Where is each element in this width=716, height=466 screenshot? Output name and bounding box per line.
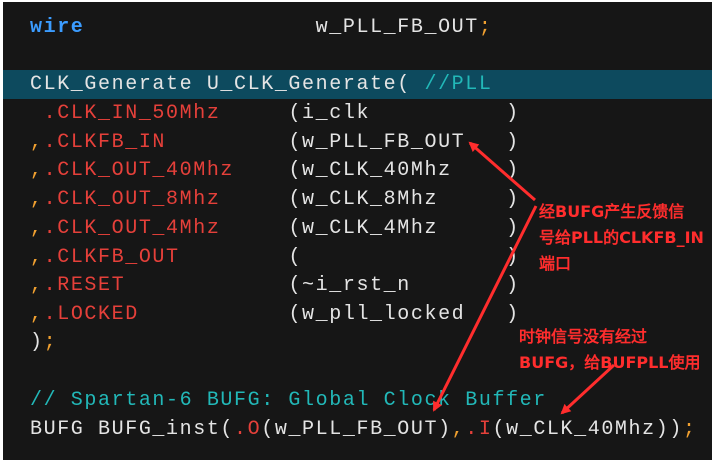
code-editor: wire w_PLL_FB_OUT; CLK_Generate U_CLK_Ge…	[3, 2, 712, 460]
port-separator: ,	[30, 302, 44, 326]
annotation-bufpll: 时钟信号没有经过 BUFG，给BUFPLL使用	[519, 327, 701, 372]
port-separator: ,	[30, 188, 44, 212]
port-name: .LOCKED	[43, 302, 139, 326]
code-line-port: ,.LOCKED (w_pll_locked )	[30, 300, 520, 329]
semicolon: ;	[682, 418, 697, 441]
port-separator: ,	[30, 130, 44, 154]
identifier: w_PLL_FB_OUT	[315, 16, 479, 39]
instance-text: CLK_Generate U_CLK_Generate(	[30, 73, 425, 96]
bufg-text: BUFG BUFG_inst(	[30, 418, 235, 441]
inline-comment: //PLL	[424, 73, 493, 96]
code-line-wire: wire w_PLL_FB_OUT;	[30, 13, 493, 42]
semicolon: ;	[478, 16, 493, 39]
port-connection: (i_clk )	[220, 102, 520, 125]
port-name: .CLKFB_IN	[43, 130, 167, 154]
port-i: .I	[465, 418, 493, 441]
port-o: .O	[234, 418, 262, 441]
port-name: .CLKFB_OUT	[43, 245, 180, 269]
port-name: .RESET	[43, 274, 126, 298]
code-line-port: ,.CLK_OUT_4Mhz (w_CLK_4Mhz )	[30, 214, 520, 243]
arrow-to-clkfb-in	[468, 141, 536, 202]
bufg-o-conn: (w_PLL_FB_OUT)	[261, 418, 452, 441]
code-line-port: ,.CLK_OUT_8Mhz (w_CLK_8Mhz )	[30, 185, 520, 214]
code-line-port: ,.RESET (~i_rst_n )	[30, 271, 520, 300]
port-name: .CLK_OUT_40Mhz	[43, 159, 235, 183]
code-line-instance: CLK_Generate U_CLK_Generate( //PLL	[30, 70, 492, 99]
keyword: wire	[30, 16, 85, 39]
bufg-i-conn: (w_CLK_40Mhz))	[492, 418, 683, 441]
port-separator: ,	[30, 159, 44, 183]
port-separator: ,	[30, 274, 44, 298]
semicolon: ;	[43, 331, 58, 354]
port-separator: ,	[30, 245, 44, 269]
port-connection: (w_PLL_FB_OUT )	[166, 130, 520, 154]
port-name: .CLK_OUT_8Mhz	[43, 188, 221, 212]
comma: ,	[451, 418, 466, 441]
annotation-feedback: 经BUFG产生反馈信 号给PLL的CLKFB_IN 端口	[539, 202, 704, 273]
code-line-port: ,.CLK_OUT_40Mhz (w_CLK_40Mhz )	[30, 156, 520, 185]
code-line-bufg: BUFG BUFG_inst(.O(w_PLL_FB_OUT),.I(w_CLK…	[30, 415, 697, 444]
port-name: .CLK_OUT_4Mhz	[43, 216, 221, 240]
port-connection: (~i_rst_n )	[125, 274, 520, 298]
close-paren: )	[30, 331, 44, 354]
code-line-close: );	[30, 328, 57, 357]
arrow-to-clk-40mhz	[560, 363, 616, 415]
port-connection: (w_CLK_4Mhz )	[220, 216, 520, 240]
current-line-highlight	[3, 70, 712, 99]
code-line-port: ,.CLKFB_IN (w_PLL_FB_OUT )	[30, 128, 520, 157]
arrow-to-bufg-output	[432, 205, 538, 412]
port-connection: (w_CLK_8Mhz )	[220, 188, 520, 212]
port-connection: (w_pll_locked )	[138, 302, 520, 326]
port-name: .CLK_IN_50Mhz	[43, 102, 221, 125]
code-line-port: .CLK_IN_50Mhz (i_clk )	[30, 99, 520, 128]
port-separator: ,	[30, 216, 44, 240]
